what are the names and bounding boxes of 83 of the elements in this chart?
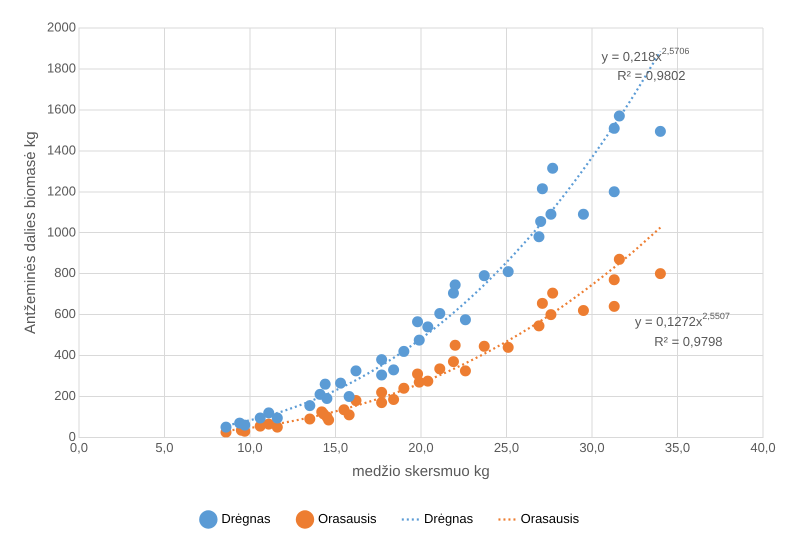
point <box>412 316 424 328</box>
x-axis-title: medžio skersmuo kg <box>352 463 490 480</box>
point <box>614 254 625 265</box>
y-tick-label: 600 <box>54 306 76 322</box>
y-tick-label: 1200 <box>47 183 76 198</box>
point <box>536 183 548 194</box>
point <box>376 354 388 366</box>
point <box>478 340 490 352</box>
point <box>344 390 355 402</box>
point <box>434 308 446 320</box>
point <box>614 110 625 122</box>
point <box>376 369 388 380</box>
point <box>304 400 316 412</box>
point <box>320 378 331 390</box>
point <box>608 122 620 134</box>
point <box>272 422 283 433</box>
point <box>545 208 556 220</box>
point <box>422 376 434 387</box>
point <box>502 266 514 278</box>
point <box>398 382 410 394</box>
point <box>414 334 425 346</box>
point <box>608 300 620 312</box>
point <box>239 420 250 431</box>
point <box>263 407 274 418</box>
point <box>578 304 589 316</box>
y-tick-label: 2000 <box>47 20 76 35</box>
legend-label: Drėgnas <box>424 511 474 526</box>
point <box>335 378 346 389</box>
point <box>502 342 514 353</box>
legend-label: Orasausis <box>318 511 377 526</box>
point <box>608 274 620 286</box>
point <box>344 409 355 420</box>
y-axis-title: Antžeminės dalies biomasė kg <box>22 131 40 334</box>
point <box>272 412 283 424</box>
point <box>547 288 558 299</box>
point <box>321 393 332 404</box>
annotation: R² = 0,9798 <box>654 334 723 350</box>
point <box>388 394 400 406</box>
x-tick-label: 5,0 <box>155 440 174 455</box>
y-tick-label: 1400 <box>47 142 76 158</box>
point <box>450 340 461 351</box>
x-tick-label: 15,0 <box>322 440 348 455</box>
point <box>478 270 490 282</box>
point <box>220 422 232 433</box>
point <box>450 279 461 290</box>
point <box>434 363 446 374</box>
point <box>535 216 546 227</box>
point <box>254 412 266 424</box>
annotation: R² = 0,9802 <box>617 68 686 83</box>
point <box>608 186 620 198</box>
point <box>304 413 316 424</box>
y-tick-label: 800 <box>54 265 76 280</box>
point <box>376 397 388 408</box>
point <box>654 126 666 137</box>
point <box>388 364 400 376</box>
point <box>460 365 471 376</box>
point <box>533 320 544 332</box>
point <box>460 314 471 326</box>
x-tick-label: 40,0 <box>750 440 776 455</box>
legend-label: Drėgnas <box>221 511 271 526</box>
point <box>376 386 388 398</box>
point <box>323 414 334 426</box>
x-tick-label: 35,0 <box>664 440 690 455</box>
x-tick-label: 25,0 <box>494 440 520 455</box>
point <box>422 321 434 332</box>
x-tick-label: 30,0 <box>579 440 605 455</box>
y-tick-label: 1600 <box>47 101 76 116</box>
y-tick-label: 400 <box>54 347 76 362</box>
y-tick-label: 1000 <box>47 224 76 240</box>
point <box>398 346 410 357</box>
point <box>654 268 666 280</box>
point <box>350 365 362 376</box>
x-tick-label: 20,0 <box>408 440 434 455</box>
point <box>578 208 589 220</box>
point <box>448 356 459 368</box>
y-tick-label: 200 <box>54 388 76 404</box>
y-tick-label: 1800 <box>47 60 76 76</box>
x-tick-label: 10,0 <box>237 440 263 455</box>
point <box>547 162 558 174</box>
point <box>545 309 556 320</box>
legend-label: Orasausis <box>520 511 580 526</box>
point <box>536 298 548 309</box>
point <box>533 231 544 242</box>
